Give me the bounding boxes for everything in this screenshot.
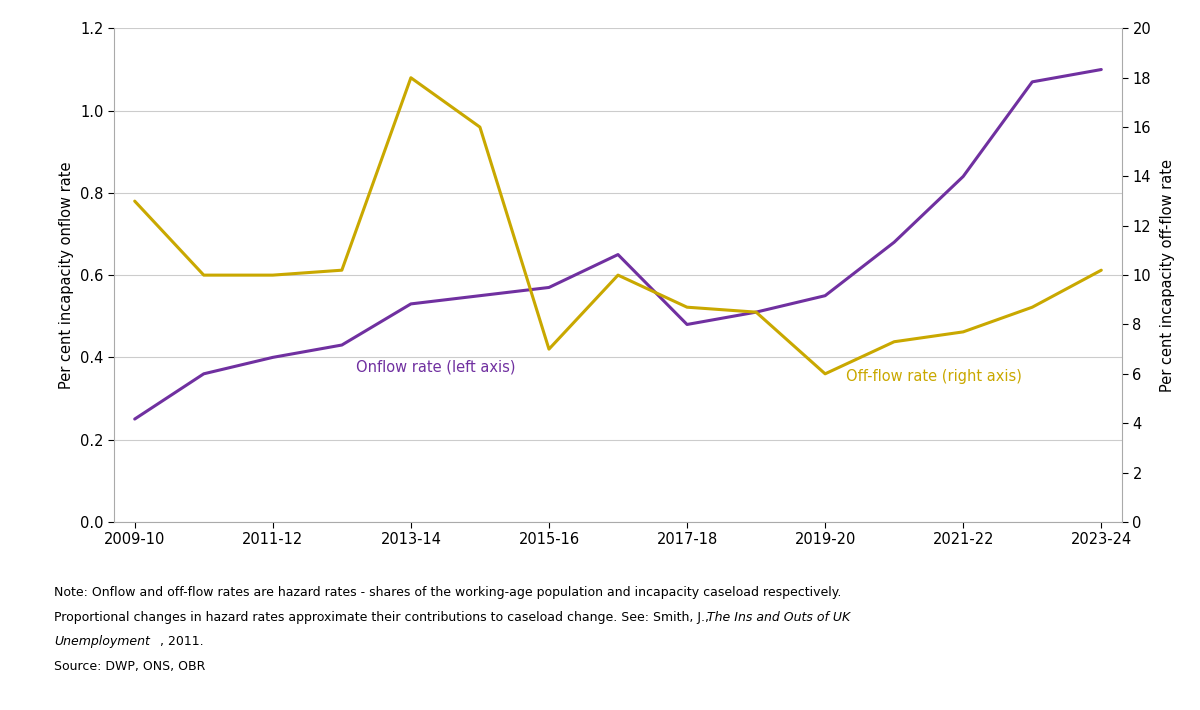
Y-axis label: Per cent incapacity onflow rate: Per cent incapacity onflow rate [59, 161, 73, 389]
Text: Unemployment: Unemployment [54, 635, 150, 648]
Text: Onflow rate (left axis): Onflow rate (left axis) [355, 359, 515, 374]
Y-axis label: Per cent incapacity off-flow rate: Per cent incapacity off-flow rate [1160, 158, 1175, 392]
Text: Proportional changes in hazard rates approximate their contributions to caseload: Proportional changes in hazard rates app… [54, 611, 713, 623]
Text: , 2011.: , 2011. [160, 635, 203, 648]
Text: Off-flow rate (right axis): Off-flow rate (right axis) [846, 369, 1021, 384]
Text: The Ins and Outs of UK: The Ins and Outs of UK [707, 611, 850, 623]
Text: Note: Onflow and off-flow rates are hazard rates - shares of the working-age pop: Note: Onflow and off-flow rates are haza… [54, 586, 841, 599]
Text: Source: DWP, ONS, OBR: Source: DWP, ONS, OBR [54, 660, 205, 673]
